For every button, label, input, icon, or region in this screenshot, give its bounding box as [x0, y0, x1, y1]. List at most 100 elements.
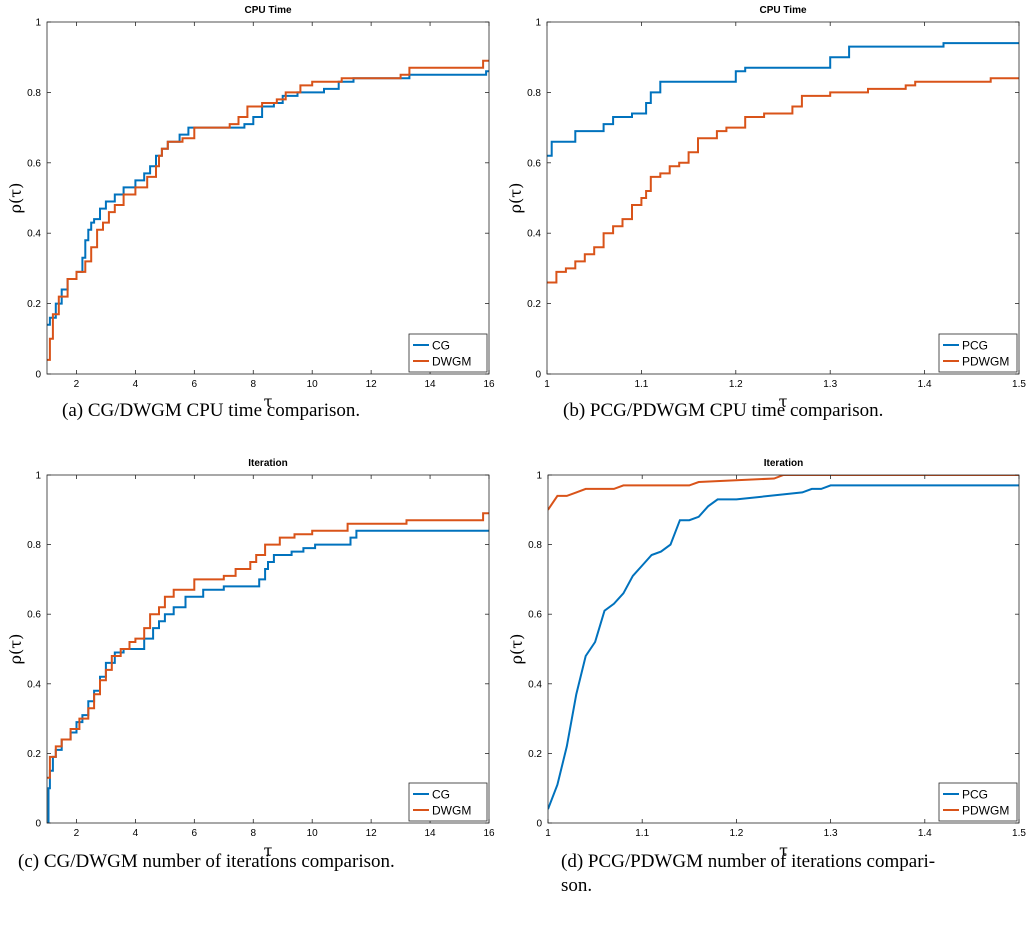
- y-tick-label: 0.2: [27, 749, 41, 760]
- x-tick-label: 1: [545, 828, 551, 839]
- x-tick-label: 2: [74, 379, 80, 390]
- y-tick-label: 1: [35, 18, 41, 29]
- y-tick-label: 0.8: [528, 540, 542, 551]
- panel-d: Iteration 1 1.1 1.2 1.3 1.4 1.5 0 0.2 0.4 0.6 0.8 1 τ…: [507, 450, 1031, 929]
- x-axis-label: τ: [264, 841, 273, 860]
- y-tick-label: 1: [536, 471, 542, 482]
- x-tick-label: 2: [74, 828, 80, 839]
- legend-label: DWGM: [432, 804, 471, 818]
- y-tick-label: 0.2: [527, 299, 541, 310]
- x-axis-label: τ: [264, 392, 273, 411]
- x-tick-label: 1.3: [824, 828, 838, 839]
- panel-c: Iteration 2 4 6 8 10 12 14 16 0 0.2 0.4 0.6 0.8 1 τ ρ(τ)…: [0, 450, 515, 929]
- x-tick-label: 1.2: [729, 828, 743, 839]
- legend-label: PCG: [962, 788, 988, 802]
- legend-label: PDWGM: [962, 355, 1009, 369]
- legend-label: DWGM: [432, 355, 471, 369]
- series-line-dwgm: [47, 512, 489, 779]
- legend: PCG PDWGM: [938, 333, 1018, 373]
- series-line-pcg: [547, 42, 1019, 157]
- legend-label: CG: [432, 788, 450, 802]
- x-tick-label: 16: [483, 379, 495, 390]
- chart-title: CPU Time: [244, 5, 291, 16]
- chart-cpu-time-pcg-pdwgm: CPU Time 1 1.1 1.2 1.3 1.4 1.5 0 0.2 0.4 0.6 0.8 1 τ ρ…: [506, 5, 1026, 411]
- legend-box: [938, 782, 1018, 822]
- y-tick-label: 1: [535, 18, 541, 29]
- caption-c: (c) CG/DWGM number of iterations compari…: [18, 851, 395, 872]
- y-axis-label: ρ(τ): [507, 634, 526, 665]
- y-tick-label: 0.6: [27, 610, 41, 621]
- series-line-cg: [47, 70, 489, 326]
- x-tick-label: 6: [192, 379, 198, 390]
- axes-box: [547, 474, 1020, 824]
- y-tick-label: 0.6: [527, 158, 541, 169]
- x-tick-label: 8: [250, 828, 256, 839]
- caption-d-line1: (d) PCG/PDWGM number of iterations compa…: [561, 851, 936, 872]
- x-axis-label: τ: [779, 392, 788, 411]
- caption-d-line2: son.: [561, 875, 593, 896]
- y-tick-label: 0.2: [528, 749, 542, 760]
- legend-box: [938, 333, 1018, 373]
- legend: CG DWGM: [408, 333, 488, 373]
- y-axis-label: ρ(τ): [6, 183, 25, 214]
- x-axis-label: τ: [779, 841, 788, 860]
- panel-a: CPU Time 2 4 6 8 10 12 14 16 0 0.2 0.4 0.6 0.8 1 τ ρ(τ) C…: [0, 0, 515, 450]
- series-line-pdwgm: [547, 77, 1019, 284]
- x-tick-label: 6: [192, 828, 198, 839]
- y-tick-label: 0.2: [27, 299, 41, 310]
- x-tick-label: 16: [483, 828, 495, 839]
- legend: PCG PDWGM: [938, 782, 1018, 822]
- x-tick-label: 10: [307, 379, 319, 390]
- legend-label: PCG: [962, 339, 988, 353]
- caption-b: (b) PCG/PDWGM CPU time comparison.: [563, 400, 884, 421]
- legend-box: [408, 782, 488, 822]
- x-tick-label: 1.1: [635, 828, 649, 839]
- y-tick-label: 0.6: [528, 610, 542, 621]
- y-axis-label: ρ(τ): [506, 183, 525, 214]
- y-tick-label: 0.4: [527, 229, 541, 240]
- x-tick-label: 1.4: [918, 828, 932, 839]
- legend-box: [408, 333, 488, 373]
- x-tick-label: 14: [425, 379, 437, 390]
- x-tick-label: 1.5: [1012, 828, 1026, 839]
- series-line-pdwgm: [548, 475, 1019, 511]
- x-tick-label: 10: [307, 828, 319, 839]
- series-line-dwgm: [47, 59, 489, 361]
- panel-b: CPU Time 1 1.1 1.2 1.3 1.4 1.5 0 0.2 0.4 0.6 0.8 1 τ ρ…: [506, 0, 1031, 450]
- y-tick-label: 0: [535, 370, 541, 381]
- series-line-pcg: [548, 484, 1019, 810]
- chart-iteration-cg-dwgm: Iteration 2 4 6 8 10 12 14 16 0 0.2 0.4 0.6 0.8 1 τ ρ(τ)…: [6, 458, 495, 860]
- x-tick-label: 1.2: [729, 379, 743, 390]
- y-tick-label: 0.4: [27, 229, 41, 240]
- y-tick-label: 0.4: [528, 679, 542, 690]
- x-tick-label: 1.4: [918, 379, 932, 390]
- x-tick-label: 12: [366, 379, 378, 390]
- legend-label: CG: [432, 339, 450, 353]
- axes-box: [546, 21, 1020, 375]
- chart-title: CPU Time: [759, 5, 806, 16]
- chart-cpu-time-cg-dwgm: CPU Time 2 4 6 8 10 12 14 16 0 0.2 0.4 0.6 0.8 1 τ ρ(τ) C…: [6, 5, 495, 411]
- chart-title: Iteration: [764, 458, 803, 469]
- y-tick-label: 0: [35, 819, 41, 830]
- x-tick-label: 1.5: [1012, 379, 1026, 390]
- x-tick-label: 12: [366, 828, 378, 839]
- x-tick-label: 8: [250, 379, 256, 390]
- caption-a: (a) CG/DWGM CPU time comparison.: [62, 400, 361, 421]
- x-tick-label: 1.3: [823, 379, 837, 390]
- legend: CG DWGM: [408, 782, 488, 822]
- y-tick-label: 0.8: [527, 88, 541, 99]
- y-axis-label: ρ(τ): [6, 634, 25, 665]
- legend-label: PDWGM: [962, 804, 1009, 818]
- y-tick-label: 0: [536, 819, 542, 830]
- y-tick-label: 0: [35, 370, 41, 381]
- chart-title: Iteration: [248, 458, 287, 469]
- x-tick-label: 14: [425, 828, 437, 839]
- x-tick-label: 1: [544, 379, 550, 390]
- series-line-cg: [47, 529, 489, 823]
- y-tick-label: 0.8: [27, 540, 41, 551]
- y-tick-label: 0.8: [27, 88, 41, 99]
- y-tick-label: 1: [35, 471, 41, 482]
- axes-box: [46, 21, 490, 375]
- y-tick-label: 0.4: [27, 679, 41, 690]
- x-tick-label: 4: [133, 828, 139, 839]
